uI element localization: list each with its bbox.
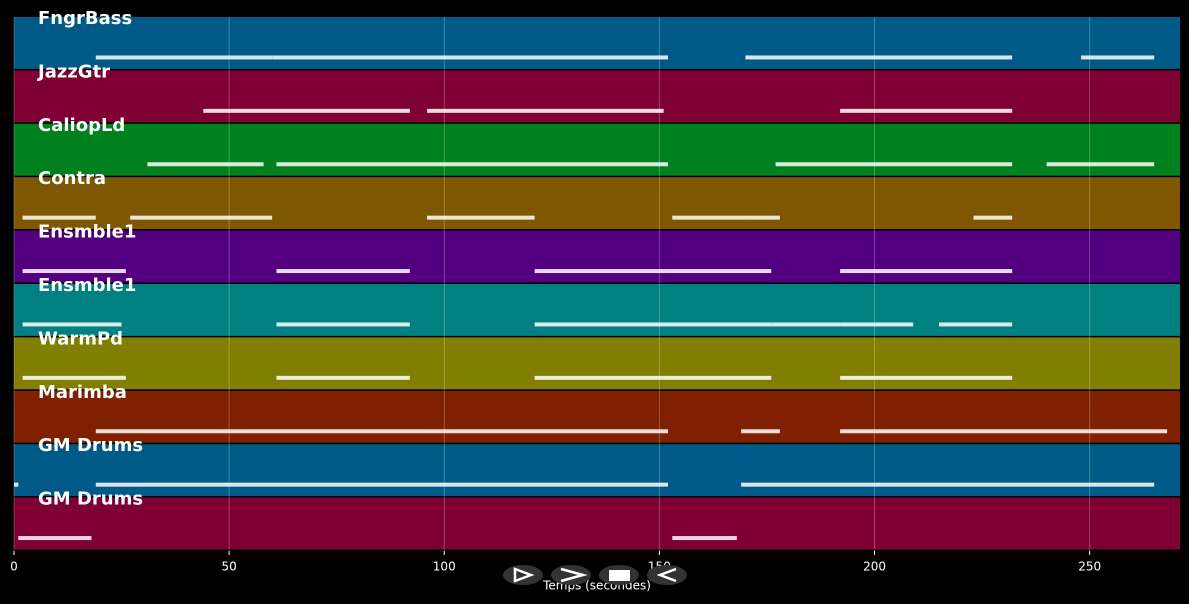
note-segment — [1081, 55, 1155, 60]
lane-label: Ensmble1 — [38, 275, 136, 296]
lane — [14, 17, 1180, 69]
note-segment — [95, 482, 668, 487]
note-segment — [840, 108, 1013, 113]
lane — [14, 70, 1180, 123]
lane-label: Ensmble1 — [38, 222, 136, 243]
note-segment — [840, 269, 1013, 274]
note-segment — [672, 215, 746, 220]
note-segment — [771, 322, 841, 327]
note-segment — [775, 162, 1013, 167]
note-segment — [745, 55, 1013, 60]
note-segment — [840, 429, 1168, 434]
lane-label: GM Drums — [38, 435, 143, 456]
note-segment — [22, 375, 126, 380]
lane-label: FngrBass — [38, 8, 132, 29]
lane — [14, 390, 1180, 443]
lane — [14, 177, 1180, 230]
note-segment — [534, 322, 772, 327]
note-segment — [276, 322, 410, 327]
lane — [14, 497, 1180, 550]
lane-label: GM Drums — [38, 489, 143, 510]
lane-label: JazzGtr — [36, 61, 110, 82]
play-button[interactable] — [503, 565, 543, 585]
note-segment — [22, 269, 126, 274]
note-segment — [22, 215, 96, 220]
note-segment — [18, 536, 92, 541]
note-segment — [427, 108, 664, 113]
note-segment — [741, 429, 780, 434]
note-segment — [95, 429, 668, 434]
lane — [14, 337, 1180, 390]
forward-button[interactable] — [551, 565, 591, 585]
lane — [14, 284, 1180, 336]
lane — [14, 444, 1180, 497]
note-segment — [840, 375, 1013, 380]
lane-label: CaliopLd — [38, 115, 125, 136]
note-segment — [939, 322, 1013, 327]
note-segment — [745, 215, 780, 220]
x-tick-label: 0 — [10, 560, 18, 574]
note-segment — [973, 215, 1013, 220]
x-tick-label: 50 — [221, 560, 236, 574]
note-segment — [427, 215, 535, 220]
note-segment — [14, 482, 19, 487]
note-segment — [276, 269, 410, 274]
lane — [14, 230, 1180, 283]
lane-label: Marimba — [38, 382, 127, 403]
lane — [14, 123, 1180, 176]
x-tick-label: 250 — [1078, 560, 1101, 574]
note-segment — [22, 322, 122, 327]
note-segment — [203, 108, 410, 113]
note-segment — [276, 162, 668, 167]
note-segment — [272, 55, 668, 60]
x-tick-label: 200 — [863, 560, 886, 574]
lane-label: WarmPd — [38, 328, 123, 349]
note-segment — [130, 215, 273, 220]
lane-label: Contra — [38, 168, 106, 189]
note-segment — [672, 536, 737, 541]
note-segment — [840, 322, 914, 327]
note-segment — [534, 375, 772, 380]
x-tick-label: 100 — [433, 560, 456, 574]
note-segment — [95, 55, 273, 60]
stop-button[interactable] — [599, 565, 639, 585]
note-segment — [534, 269, 772, 274]
note-segment — [1046, 162, 1155, 167]
rewind-button[interactable] — [647, 565, 687, 585]
note-segment — [741, 482, 1155, 487]
note-segment — [147, 162, 264, 167]
playback-controls — [503, 565, 687, 585]
note-segment — [276, 375, 410, 380]
